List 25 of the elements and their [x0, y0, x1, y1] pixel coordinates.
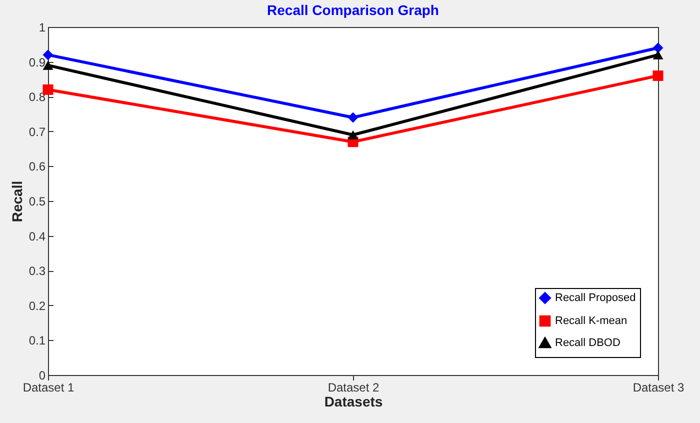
y-tick-label: 1 [38, 20, 46, 34]
x-tick-label: Dataset 3 [632, 380, 684, 394]
point [348, 112, 358, 123]
y-tick-label: 0.8 [28, 90, 46, 104]
legend-label: Recall DBOD [555, 337, 620, 349]
x-tick-label: Dataset 2 [328, 380, 380, 394]
x-axis-title: Datasets [324, 394, 383, 410]
y-axis-title: Recall [8, 180, 25, 222]
point [652, 70, 664, 81]
point [652, 42, 664, 54]
y-tick-label: 0.1 [28, 334, 46, 348]
y-tick-label: 0.3 [28, 264, 46, 278]
point [348, 130, 358, 140]
y-tick-label: 0.7 [28, 124, 46, 139]
point [652, 50, 664, 60]
y-tick-label: 0.6 [28, 160, 46, 174]
chart-title: Recall Comparison Graph [267, 2, 439, 18]
x-tick-label: Dataset 1 [22, 380, 74, 394]
y-tick-label: 0.5 [28, 194, 46, 208]
legend-label: Recall Proposed [555, 292, 636, 304]
y-tick-label: 0.2 [28, 298, 46, 313]
y-tick-label: 0.4 [28, 229, 46, 244]
legend-label: Recall K-mean [555, 315, 628, 327]
y-tick-label: 0.9 [28, 55, 46, 70]
y-tick-label: 0 [38, 368, 46, 382]
